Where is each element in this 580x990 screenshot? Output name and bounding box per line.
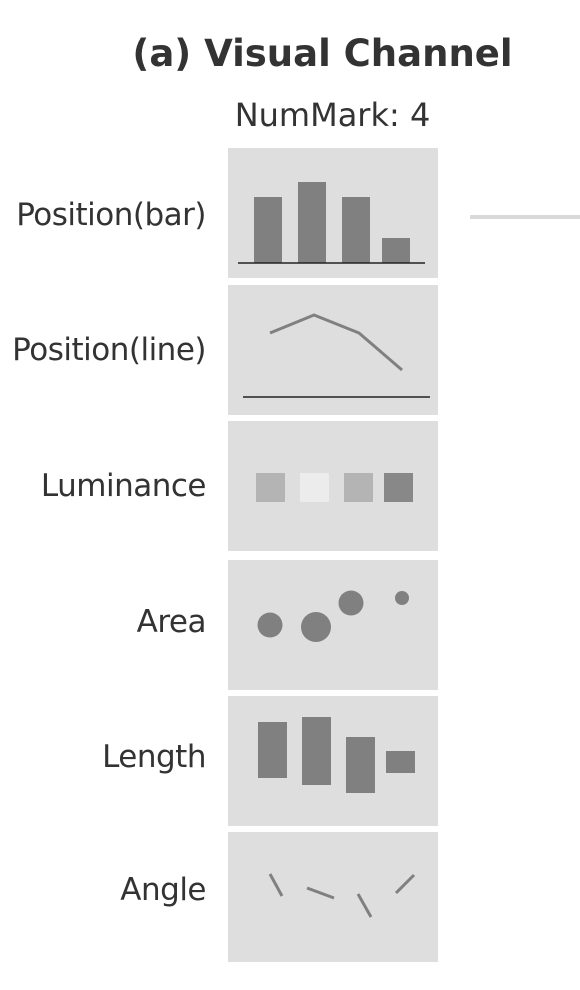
luminance-glyph [256, 473, 413, 502]
angle-tick-1 [268, 873, 284, 897]
length-bar-3 [346, 737, 375, 793]
angle-tick-3 [356, 893, 373, 918]
bar-mark-4 [382, 238, 410, 263]
length-bar-2 [302, 717, 331, 785]
luminance-square-4 [384, 473, 413, 502]
area-circle-4 [395, 591, 409, 605]
panel-area [228, 560, 438, 690]
row-label-area: Area [136, 604, 207, 640]
panel-position-line [228, 285, 438, 415]
area-circle-3 [338, 590, 364, 616]
length-glyph [258, 717, 415, 793]
area-circle-2 [301, 612, 331, 642]
row-label-position-bar: Position(bar) [16, 197, 206, 233]
position-line-glyph [243, 313, 430, 398]
luminance-square-1 [256, 473, 285, 502]
angle-tick-4 [394, 873, 416, 895]
row-label-length: Length [102, 739, 206, 775]
luminance-square-2 [300, 473, 329, 502]
area-circle-1 [257, 612, 283, 638]
row-label-position-line: Position(line) [12, 332, 206, 368]
area-glyph [257, 590, 409, 642]
row-label-luminance: Luminance [40, 468, 207, 504]
position-bar-glyph [238, 182, 425, 264]
bar-mark-2 [298, 182, 326, 263]
panel-luminance [228, 421, 438, 551]
figure-title: (a) Visual Channel [132, 32, 513, 75]
panel-position-bar [228, 148, 438, 278]
luminance-square-3 [344, 473, 373, 502]
row-label-angle: Angle [120, 872, 206, 908]
connector-line [470, 215, 580, 219]
angle-tick-2 [306, 886, 335, 900]
line-mark [269, 313, 403, 372]
angle-glyph [268, 873, 416, 918]
panel-length [228, 696, 438, 826]
length-bar-1 [258, 722, 287, 778]
bar-mark-1 [254, 197, 282, 263]
panel-angle [228, 832, 438, 962]
length-bar-4 [386, 751, 415, 773]
num-mark-label: NumMark: 4 [234, 96, 431, 134]
bar-mark-3 [342, 197, 370, 263]
